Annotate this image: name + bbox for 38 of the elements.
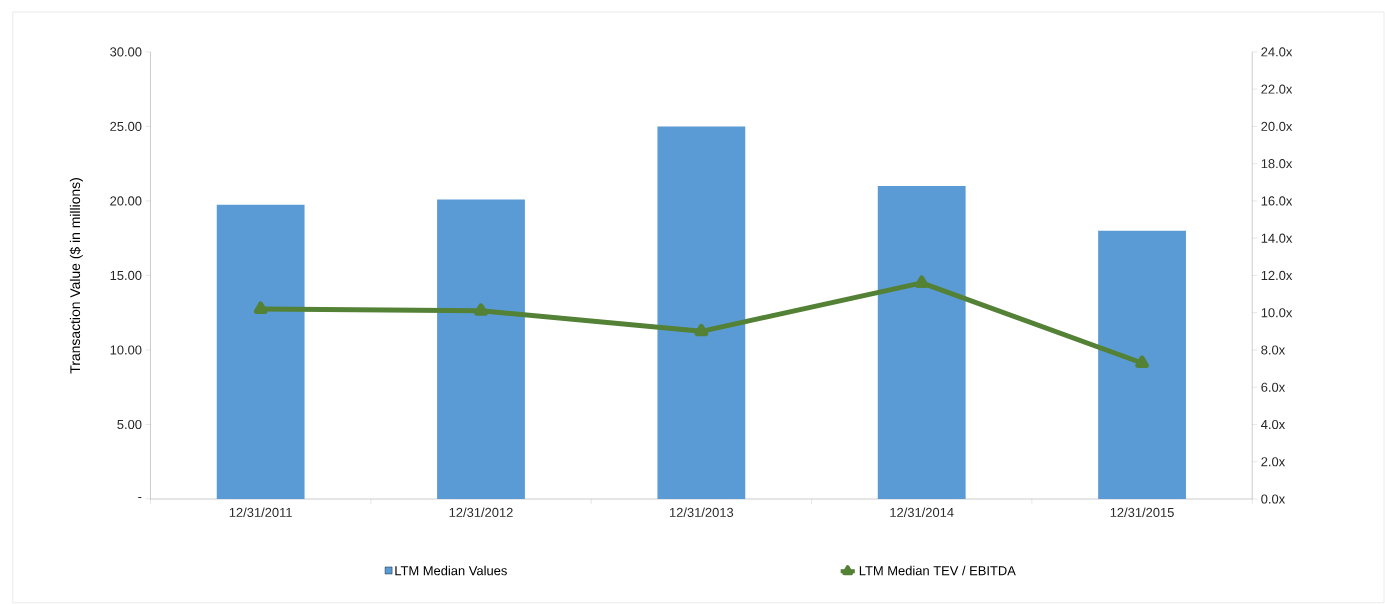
bar [657,126,746,500]
y-tick-label: 25.00 [110,121,142,132]
y2-tick-label: 6.0x [1261,382,1286,392]
y2-tick-label: 16.0x [1261,196,1293,206]
point [914,275,929,289]
y2-tick-label: 4.0x [1261,420,1286,430]
point [694,323,709,337]
y-tick-label: 10.00 [110,345,142,355]
y-tick-label: - [138,497,142,499]
bar [1098,230,1186,500]
x-tick-label: 12/31/2014 [890,507,954,518]
y-tick-label: 15.00 [110,270,142,281]
legend-label: LTM Median Values [395,565,507,576]
bar [437,199,525,500]
y-tick-label: 20.00 [110,196,142,206]
bar [216,204,305,500]
y2-tick-label: 24.0x [1261,47,1293,57]
y-tick-label: 30.00 [110,47,142,57]
y2-tick-label: 0.0x [1261,494,1286,504]
point [253,301,268,315]
y2-tick-label: 14.0x [1261,233,1293,243]
point [1135,355,1149,369]
y-axis-title: Transaction Value ($ in millions) [69,178,83,374]
y2-tick-label: 10.0x [1261,308,1293,318]
x-tick-label: 12/31/2015 [1110,507,1174,518]
y2-tick-label: 20.0x [1261,121,1293,132]
legend-label: LTM Median TEV / EBITDA [859,565,1016,576]
x-tick-label: 12/31/2013 [669,507,734,518]
x-tick-label: 12/31/2012 [449,507,513,518]
bar [877,186,966,500]
y2-tick-label: 8.0x [1261,345,1286,355]
y2-tick-label: 18.0x [1261,159,1293,169]
point [474,303,488,316]
y2-tick-label: 12.0x [1261,270,1293,281]
x-tick-label: 12/31/2011 [229,507,292,518]
y-tick-label: 5.00 [117,420,142,430]
y2-tick-label: 2.0x [1261,457,1286,467]
y2-tick-label: 22.0x [1261,84,1293,94]
